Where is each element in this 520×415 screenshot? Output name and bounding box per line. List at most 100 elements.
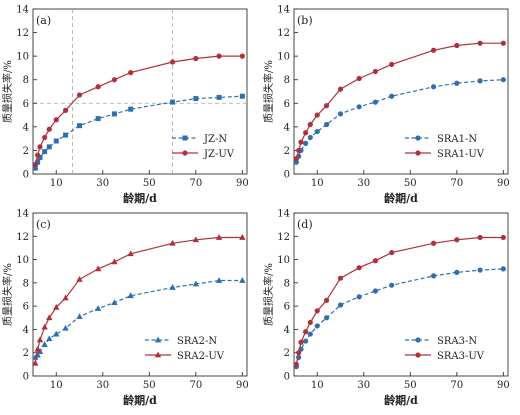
data-point-sra1-uv (356, 75, 362, 82)
data-point-jz-uv (42, 134, 48, 141)
data-point-sra2-n (94, 305, 102, 311)
data-point-sra1-uv (477, 40, 483, 46)
series-line-sra3-n (295, 268, 504, 367)
data-point-sra2-uv (239, 234, 246, 240)
data-point-sra2-n (215, 277, 223, 283)
x-tick-label: 30 (96, 380, 109, 391)
data-point-sra3-uv (307, 319, 313, 326)
data-point-sra2-n (169, 284, 176, 290)
y-tick-label: 0 (284, 372, 290, 383)
data-point-sra3-uv (303, 329, 309, 335)
legend-label: SRA2-UV (177, 351, 225, 362)
legend-marker (182, 150, 188, 156)
legend-label: SRA1-N (437, 134, 477, 145)
data-point-sra1-uv (337, 86, 344, 92)
y-tick-label: 4 (284, 325, 290, 336)
data-point-sra1-n (303, 140, 309, 146)
data-point-sra3-n (356, 294, 362, 300)
data-point-sra1-n (372, 99, 379, 105)
y-tick-label: 2 (284, 348, 290, 359)
data-point-sra2-uv (46, 314, 53, 321)
panel-label: (c) (36, 218, 51, 231)
data-point-sra3-uv (477, 234, 483, 241)
y-axis-label: 质量损失率/% (1, 60, 14, 123)
data-point-jz-n (128, 106, 134, 112)
data-point-sra3-n (323, 315, 330, 321)
chart-panel-4: 0 2 4 6 8 10 12 14 10 30 50 70 90 (d) 龄期/d 质量损失率/% SRA3-… (262, 209, 510, 408)
data-point-sra3-uv (296, 350, 302, 356)
data-point-jz-n (170, 99, 176, 105)
data-point-sra3-uv (430, 240, 437, 246)
data-point-sra2-n (111, 299, 118, 306)
data-point-jz-uv (193, 55, 199, 62)
x-tick-label: 10 (50, 178, 63, 189)
data-point-sra1-n (477, 78, 483, 84)
data-point-sra1-uv (430, 47, 437, 53)
data-point-jz-uv (37, 144, 43, 150)
y-tick-label: 8 (284, 278, 290, 289)
data-point-sra1-uv (454, 42, 460, 49)
x-tick-label: 10 (50, 380, 63, 391)
x-axis-label: 龄期/d (384, 191, 418, 205)
data-point-jz-uv (111, 77, 118, 83)
x-tick-label: 30 (357, 178, 370, 189)
data-point-sra3-uv (454, 237, 460, 243)
legend-marker (154, 336, 162, 343)
data-point-sra2-uv (215, 234, 223, 240)
y-tick-label: 8 (23, 75, 29, 86)
legend-label: SRA2-N (177, 336, 217, 347)
data-point-sra3-n (314, 323, 320, 329)
y-tick-label: 0 (284, 170, 290, 181)
y-tick-label: 12 (16, 232, 29, 243)
data-point-sra1-n (454, 80, 460, 86)
data-point-sra3-n (500, 266, 506, 272)
y-tick-label: 12 (16, 28, 29, 39)
chart-panel-3: 0 2 4 6 8 10 12 14 10 30 50 70 90 (c) 龄期/d 质量损失率/% SRA2-… (1, 209, 249, 408)
data-point-jz-uv (169, 59, 176, 65)
y-tick-label: 12 (277, 28, 290, 39)
panel-label: (a) (36, 14, 51, 27)
data-point-jz-uv (46, 126, 52, 132)
data-point-sra1-n (500, 77, 506, 83)
legend-marker (182, 135, 188, 141)
y-axis-label: 质量损失率/% (262, 263, 275, 326)
data-point-jz-uv (32, 161, 38, 168)
data-point-sra2-uv (111, 258, 118, 265)
legend-label: JZ-UV (203, 149, 235, 160)
data-point-jz-uv (76, 92, 83, 98)
data-point-sra3-uv (389, 249, 395, 256)
x-tick-label: 70 (450, 178, 463, 189)
y-axis-label: 质量损失率/% (1, 263, 14, 326)
data-point-sra1-uv (298, 139, 304, 145)
data-point-sra1-uv (372, 68, 379, 75)
data-point-jz-n (46, 144, 52, 150)
x-tick-label: 70 (189, 380, 202, 391)
data-point-sra3-n (337, 302, 344, 308)
data-point-jz-n (53, 138, 59, 144)
data-point-sra2-uv (94, 265, 102, 272)
data-point-sra1-n (430, 84, 437, 90)
data-point-jz-n (111, 111, 117, 117)
panel-label: (d) (297, 218, 313, 231)
y-tick-label: 14 (16, 5, 29, 16)
y-tick-label: 14 (16, 209, 29, 220)
y-tick-label: 6 (284, 99, 290, 110)
y-tick-label: 8 (284, 75, 290, 86)
y-tick-label: 10 (277, 255, 290, 266)
legend-marker (415, 352, 421, 358)
y-tick-label: 4 (23, 325, 29, 336)
x-axis-label: 龄期/d (123, 393, 157, 407)
legend-label: JZ-N (203, 134, 227, 145)
data-point-sra1-uv (303, 130, 309, 136)
y-tick-label: 0 (23, 170, 29, 181)
y-tick-label: 8 (23, 278, 29, 289)
data-point-sra2-n (46, 335, 53, 342)
data-point-sra3-n (303, 338, 309, 344)
data-point-jz-n (42, 149, 48, 155)
data-point-sra2-uv (53, 303, 60, 310)
data-point-sra2-n (127, 292, 134, 299)
data-point-sra3-uv (337, 275, 344, 281)
y-tick-label: 12 (277, 232, 290, 243)
data-point-sra3-n (430, 273, 437, 279)
